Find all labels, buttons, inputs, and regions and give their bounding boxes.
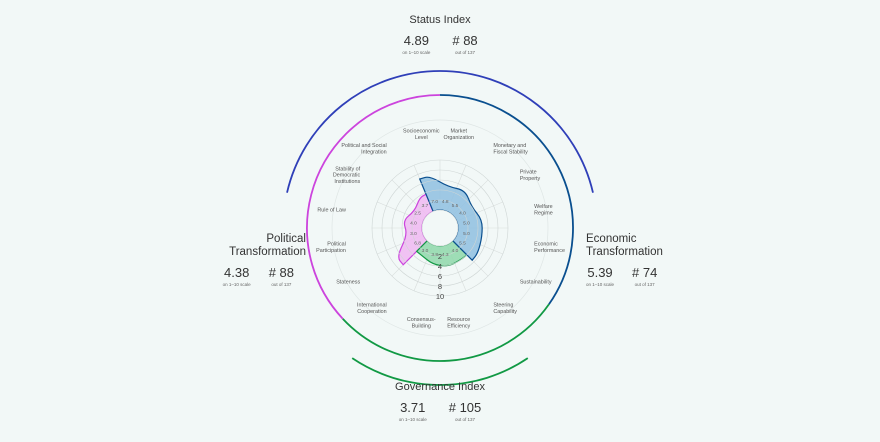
criterion-label: Economic Performance xyxy=(534,242,565,254)
inner-hole xyxy=(421,209,459,247)
economic-rank: # 74 xyxy=(632,265,658,280)
value-label: 2.5 xyxy=(414,211,421,217)
governance-index-arc xyxy=(351,357,529,386)
political-rank-sub: out of 137 xyxy=(271,282,292,287)
value-label: 4.0 xyxy=(452,248,459,254)
criterion-label: Socioeconomic Level xyxy=(403,129,440,141)
scale-label: 6 xyxy=(438,272,442,281)
scale-label: 8 xyxy=(438,282,442,291)
economic-transformation-block: Economic Transformation 5.39 on 1–10 sca… xyxy=(586,233,706,288)
scale-label: 2 xyxy=(438,252,442,261)
political-arc xyxy=(306,100,400,320)
value-label: 7.0 xyxy=(431,199,438,205)
governance-score: 3.71 xyxy=(400,400,426,415)
criterion-label: Rule of Law xyxy=(317,207,346,213)
political-rank: # 88 xyxy=(268,265,294,280)
scale-label: 10 xyxy=(436,292,444,301)
criterion-label: Consensus-Building xyxy=(407,317,436,329)
criterion-label: Stability of Democratic Institutions xyxy=(333,166,361,185)
criterion-label: Market Organization xyxy=(443,129,474,141)
status-rank: # 88 xyxy=(452,33,478,48)
criterion-label: Welfare Regime xyxy=(534,204,553,216)
criterion-label: International Cooperation xyxy=(357,303,387,315)
governance-index-block: Governance Index 3.71 on 1–10 scale # 10… xyxy=(370,381,510,423)
political-transformation-block: Political Transformation 4.38 on 1–10 sc… xyxy=(186,233,306,288)
criterion-label: Private Property xyxy=(520,170,541,182)
value-label: 3.8 xyxy=(431,252,438,258)
economic-rank-sub: out of 137 xyxy=(634,282,655,287)
economic-score-sub: on 1–10 scale xyxy=(586,282,615,287)
value-label: 3.7 xyxy=(422,203,429,209)
governance-rank-sub: out of 137 xyxy=(454,417,476,422)
grid-ring xyxy=(371,159,509,297)
outer-ring xyxy=(331,119,549,337)
political-score: 4.38 xyxy=(224,265,250,280)
economic-area xyxy=(418,176,483,262)
criterion-label: Steering Capability xyxy=(493,303,517,315)
economic-arc xyxy=(439,94,574,305)
status-index-block: Status Index 4.89 on 1–10 scale # 88 out… xyxy=(370,14,510,56)
political-arc-end xyxy=(398,94,441,103)
economic-title-line1: Economic xyxy=(586,233,637,245)
criterion-label: Political and Social Integration xyxy=(341,143,386,155)
value-label: 6.8 xyxy=(414,241,421,247)
grid-ring xyxy=(401,189,479,267)
status-index-title: Status Index xyxy=(409,14,471,26)
grid-ring xyxy=(411,199,469,257)
criterion-label: Sustainability xyxy=(520,279,552,285)
value-label: 4.0 xyxy=(410,220,417,226)
status-index-arc xyxy=(286,70,594,193)
value-label: 3.0 xyxy=(422,248,429,254)
value-label: 4.3 xyxy=(442,252,449,258)
political-title-line2: Transformation xyxy=(229,246,306,258)
value-label: 5.5 xyxy=(452,203,459,209)
value-label: 3.0 xyxy=(410,231,417,237)
governance-rank: # 105 xyxy=(448,400,482,415)
criterion-label: Resource Efficiency xyxy=(447,317,470,329)
economic-title-line2: Transformation xyxy=(586,246,663,258)
criterion-label: Monetary and Fiscal Stability xyxy=(493,143,528,155)
criterion-label: Political Participation xyxy=(316,242,346,254)
value-label: 5.5 xyxy=(459,241,466,247)
value-label: 4.0 xyxy=(459,211,466,217)
status-rank-sub: out of 137 xyxy=(455,50,476,55)
grid-ring xyxy=(391,179,489,277)
criterion-label: Stateness xyxy=(336,279,360,285)
economic-score: 5.39 xyxy=(587,265,613,280)
governance-arc xyxy=(342,303,550,362)
value-label: 5.0 xyxy=(463,220,470,226)
political-title-line1: Political xyxy=(266,233,306,245)
political-score-sub: on 1–10 scale xyxy=(222,282,251,287)
scale-label: 4 xyxy=(438,262,442,271)
status-score-sub: on 1–10 scale xyxy=(402,50,431,55)
value-label: 5.0 xyxy=(463,231,470,237)
governance-index-title: Governance Index xyxy=(395,381,485,393)
governance-score-sub: on 1–10 scale xyxy=(398,417,427,422)
value-label: 4.8 xyxy=(442,199,449,205)
grid-ring xyxy=(381,169,499,287)
status-score: 4.89 xyxy=(403,33,429,48)
